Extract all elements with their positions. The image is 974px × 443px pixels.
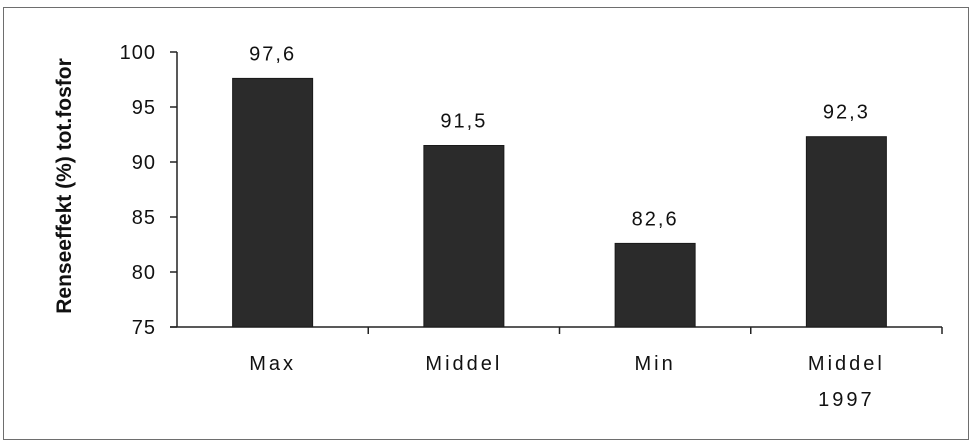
y-tick-label: 90 [132,152,156,174]
value-label: 92,3 [823,102,870,124]
value-label: 97,6 [249,43,296,65]
bar [614,242,696,328]
value-label: 91,5 [440,111,487,133]
y-tick-label: 75 [132,317,156,339]
category-label: Middel [425,353,502,375]
category-label: Middel [808,353,885,375]
y-tick-label: 95 [132,97,156,119]
category-label: Min [635,353,676,375]
category-label: Max [249,353,296,375]
y-tick-label: 100 [120,42,156,64]
y-axis-label: Renseeffekt (%) tot.fosfor [53,58,76,314]
y-tick-label: 85 [132,207,156,229]
labels: 97,6 Max 91,5 Middel 82,6 Min 92,3 Middel 1997 [249,43,885,411]
chart-frame [3,7,969,440]
y-tick-label: 80 [132,262,156,284]
bar [423,145,505,328]
bars [232,77,887,328]
value-label: 82,6 [632,208,679,230]
bar [805,136,887,328]
bar [232,77,314,328]
category-label: 1997 [818,389,875,411]
